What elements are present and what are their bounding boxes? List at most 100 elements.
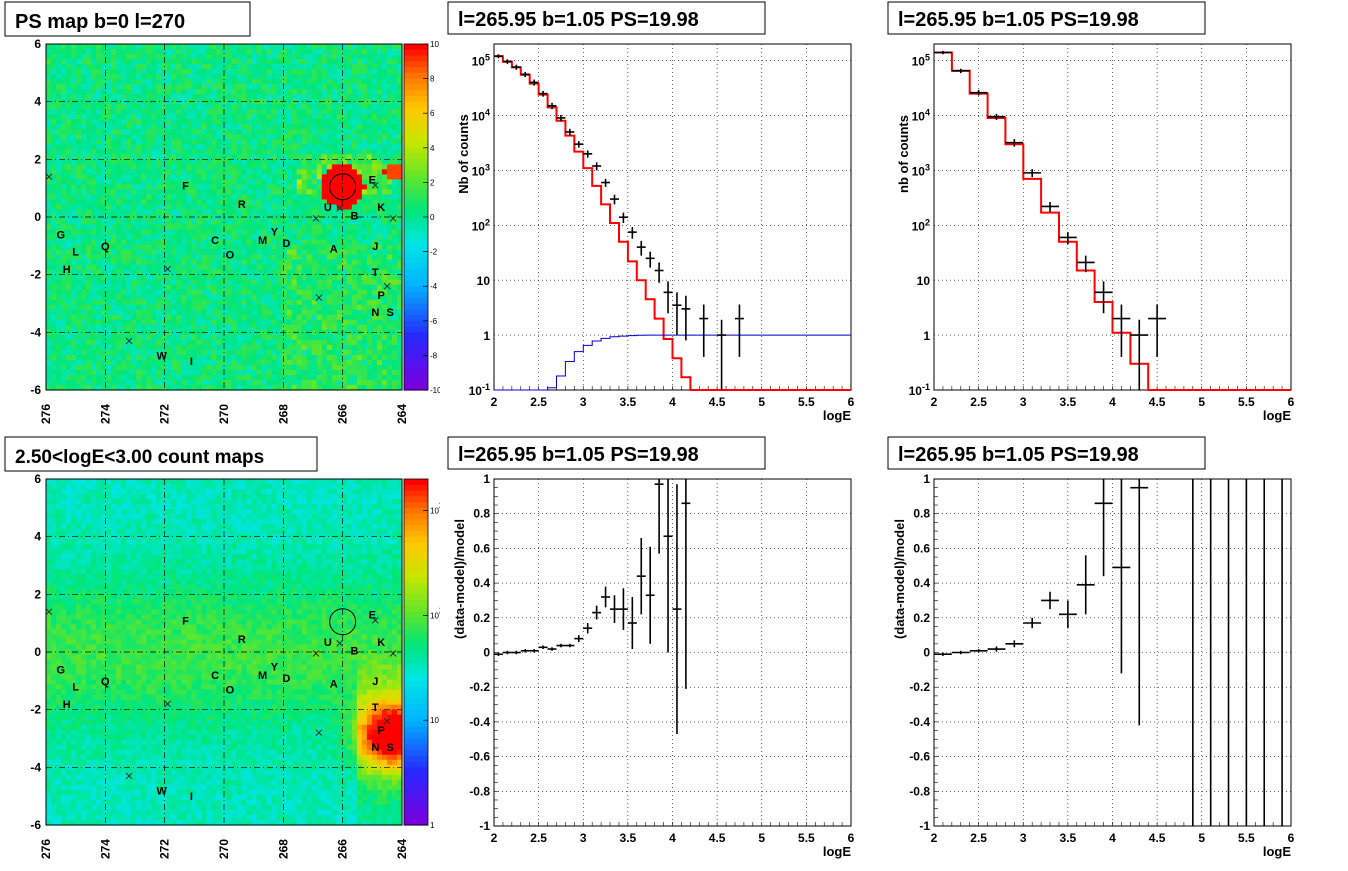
residual-bottom-mid-data-point xyxy=(529,649,539,653)
source-cross xyxy=(383,717,391,725)
residual-bottom-right-data-point xyxy=(1023,617,1042,629)
spectrum-top-mid-data-point xyxy=(645,251,655,268)
spectrum-top-mid-xtick: 2.5 xyxy=(530,395,547,409)
map-panel-bottom: 2.50<logE<3.00 count maps 276 274 272 270 268… xyxy=(0,435,440,871)
residual-bottom-right-ytick: 0.8 xyxy=(913,507,930,521)
residual-bottom-mid-ytick: -0.2 xyxy=(469,680,490,694)
residual-bottom-right-ytick: -0.6 xyxy=(909,750,930,764)
source-cross xyxy=(389,650,397,657)
spectrum-top-mid-data-point xyxy=(520,71,530,78)
map-top-cbar-tick: -2 xyxy=(430,248,438,257)
spectrum-top-mid-ylabel: Nb of counts xyxy=(456,114,471,193)
spectrum-top-right-xtick: 4.5 xyxy=(1149,395,1166,409)
spectrum-top-right-title-box xyxy=(887,1,1206,35)
spectrum-top-mid-data-point xyxy=(636,240,646,256)
map-top-cbar-tick: -6 xyxy=(430,317,438,326)
map-top-ytick: -4 xyxy=(30,325,41,339)
map-top-cbar-tick: 4 xyxy=(430,144,435,153)
residual-bottom-right-ytick: -0.8 xyxy=(909,784,930,798)
source-cross xyxy=(336,640,344,647)
map-top-cbar-tick: -8 xyxy=(430,351,438,360)
residual-bottom-right-data-point xyxy=(1005,640,1024,648)
source-label-J: J xyxy=(372,676,378,688)
spectrum-top-mid-data-point xyxy=(654,262,664,283)
residual-bottom-mid-xtick: 6 xyxy=(848,831,855,845)
residual-bottom-mid-xtick: 5 xyxy=(758,831,765,845)
residual-bottom-mid-data-point xyxy=(627,596,637,650)
residual-bottom-mid-data-point xyxy=(565,643,575,648)
source-label-E: E xyxy=(369,175,376,187)
residual-bottom-right-chart: l=265.95 b=1.05 PS=19.98 2 2.5 3 3.5 4 4.5 5 5.5… xyxy=(887,436,1295,859)
spectrum-top-mid-data-point xyxy=(717,319,727,390)
residual-bottom-right-data-point xyxy=(934,652,952,656)
source-label-U: U xyxy=(324,637,332,649)
residual-panel-bottom-right: l=265.95 b=1.05 PS=19.98 2 2.5 3 3.5 4 4.5 5 5.5… xyxy=(880,435,1348,871)
map-top-cbar-tick: 8 xyxy=(430,75,435,84)
spectrum-top-mid-ytick: 10 xyxy=(477,274,491,288)
map-bottom-xtick: 264 xyxy=(395,839,409,859)
source-label-N: N xyxy=(371,307,379,319)
map-bottom-xtick: 268 xyxy=(276,839,290,859)
residual-bottom-right-title: l=265.95 b=1.05 PS=19.98 xyxy=(898,444,1139,466)
source-label-B: B xyxy=(351,211,359,223)
spectrum-panel-top-mid: l=265.95 b=1.05 PS=19.98 2 2.5 3 3.5 4 4.5 5 5.5… xyxy=(440,0,880,435)
residual-bottom-mid-ytick: 0.4 xyxy=(473,576,490,590)
spectrum-top-right-data-point xyxy=(1130,319,1149,390)
source-label-L: L xyxy=(72,682,79,694)
residual-bottom-right-ytick: -1 xyxy=(919,819,930,833)
spectrum-top-right-ytick: 105 xyxy=(912,53,930,69)
residual-bottom-right-data-point xyxy=(1076,555,1095,615)
residual-bottom-mid-xtick: 2 xyxy=(491,831,498,845)
source-label-T: T xyxy=(372,267,379,279)
spectrum-top-right-xlabel: logE xyxy=(1263,408,1291,423)
residual-bottom-mid-xtick: 5.5 xyxy=(798,831,815,845)
residual-bottom-right-xtick: 2 xyxy=(931,831,938,845)
residual-bottom-mid-data-point xyxy=(538,645,548,650)
map-top-cbar-tick: 2 xyxy=(430,178,435,187)
map-bottom-xtick: 266 xyxy=(336,839,350,859)
source-label-S: S xyxy=(386,742,393,754)
spectrum-top-mid-data-point xyxy=(618,212,628,223)
source-label-G: G xyxy=(57,229,66,241)
residual-bottom-mid-data-point xyxy=(494,652,503,656)
spectrum-top-right-ytick: 1 xyxy=(923,329,930,343)
source-label-A: A xyxy=(330,244,338,256)
map-bottom-ytick: -4 xyxy=(30,760,41,774)
source-label-Q: Q xyxy=(101,241,110,253)
spectrum-top-mid-data-point xyxy=(699,304,709,357)
residual-bottom-mid-ylabel: (data-model)/model xyxy=(452,519,467,639)
source-cross xyxy=(45,608,53,615)
spectrum-top-mid-ytick: 104 xyxy=(472,107,490,123)
spectrum-top-right-data-point xyxy=(1023,169,1042,178)
residual-bottom-mid-data-point xyxy=(592,605,602,620)
source-cross xyxy=(371,616,379,624)
map-bottom-ytick: 0 xyxy=(34,645,41,659)
spectrum-top-mid-chart: l=265.95 b=1.05 PS=19.98 2 2.5 3 3.5 4 4.5 5 5.5… xyxy=(447,1,855,423)
source-label-F: F xyxy=(182,180,189,192)
residual-bottom-right-xtick: 3 xyxy=(1020,831,1027,845)
spectrum-top-right-data-point xyxy=(1148,304,1167,357)
source-label-C: C xyxy=(211,235,219,247)
map-top-xtick: 276 xyxy=(39,404,53,424)
map-bottom-xtick: 272 xyxy=(158,839,172,859)
source-cross xyxy=(336,205,344,212)
source-label-O: O xyxy=(226,684,235,696)
residual-bottom-right-data-point xyxy=(1041,591,1059,610)
residual-bottom-mid-data-point xyxy=(520,649,530,653)
residual-bottom-right-xtick: 4 xyxy=(1109,831,1116,845)
residual-bottom-right-data-point xyxy=(1058,600,1077,629)
spectrum-top-right-xtick: 2 xyxy=(931,395,938,409)
spectrum-top-mid-data-point xyxy=(672,292,682,336)
map-top-ytick: -6 xyxy=(30,383,41,397)
residual-bottom-mid-data-point xyxy=(636,537,646,615)
source-label-J: J xyxy=(372,241,378,253)
source-label-I: I xyxy=(190,791,193,803)
source-label-A: A xyxy=(330,679,338,691)
residual-bottom-mid-xtick: 3.5 xyxy=(620,831,637,845)
source-label-P: P xyxy=(378,290,385,302)
residual-bottom-mid-data-point xyxy=(610,595,619,624)
residual-bottom-mid-frame xyxy=(493,478,852,827)
source-label-Y: Y xyxy=(271,661,279,673)
map-bottom-colorbar xyxy=(403,478,429,826)
